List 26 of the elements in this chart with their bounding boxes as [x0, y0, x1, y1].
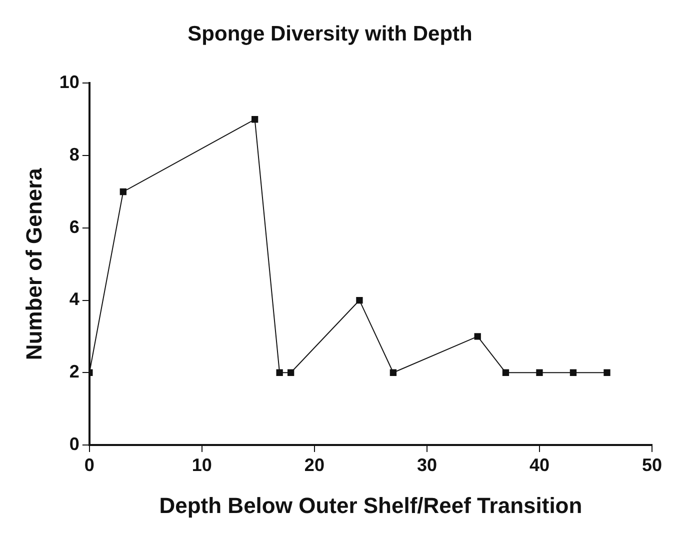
point	[287, 369, 294, 376]
point	[120, 188, 127, 196]
y-axis-title: Number of Genera	[21, 167, 46, 360]
point	[474, 333, 481, 340]
y-tick-label: 10	[59, 72, 80, 92]
point	[570, 369, 577, 376]
point	[390, 369, 397, 376]
x-tick-label: 40	[529, 454, 550, 475]
point	[251, 116, 258, 123]
y-tick-label: 2	[69, 362, 80, 382]
x-axis-title: Depth Below Outer Shelf/Reef Transition	[159, 492, 582, 518]
y-tick-label: 0	[69, 434, 80, 454]
point	[356, 296, 363, 304]
chart-title: Sponge Diversity with Depth	[188, 22, 472, 46]
y-tick-label: 6	[69, 216, 80, 237]
point	[276, 369, 283, 376]
x-tick-label: 30	[416, 454, 437, 475]
point	[502, 369, 510, 376]
y-tick-label: 8	[69, 144, 80, 165]
point	[536, 369, 543, 376]
x-tick-label: 50	[642, 454, 662, 475]
point	[604, 369, 610, 376]
x-tick-label: 20	[304, 454, 324, 475]
y-tick-label: 4	[69, 289, 80, 310]
x-tick-label: 0	[84, 454, 94, 475]
x-tick-label: 10	[192, 454, 212, 475]
